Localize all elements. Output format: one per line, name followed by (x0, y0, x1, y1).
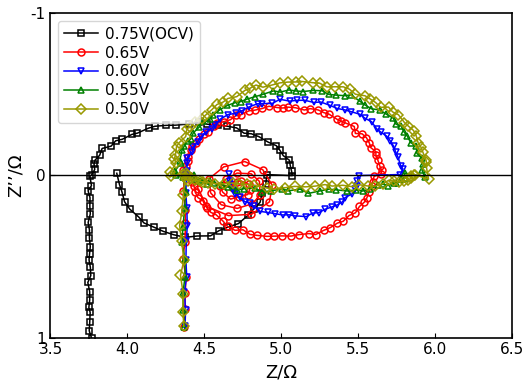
0.50V (188, 176, 194, 180)
0.55V (191, 172, 198, 177)
0.65V (195, 187, 202, 191)
0.55V (196, 125, 202, 130)
Line: 0.75V(OCV): 0.75V(OCV) (84, 118, 296, 341)
0.55V (380, 182, 386, 187)
Line: 0.60V: 0.60V (181, 96, 406, 329)
0.60V (182, 323, 188, 328)
0.65V (249, 212, 255, 217)
0.65V (233, 113, 239, 118)
0.60V (226, 172, 232, 177)
0.55V (181, 144, 187, 149)
0.60V (352, 186, 358, 191)
0.75V(OCV) (215, 123, 221, 127)
Line: 0.65V: 0.65V (179, 103, 385, 330)
0.65V (321, 228, 327, 233)
0.65V (246, 187, 253, 192)
0.55V (286, 88, 292, 92)
0.75V(OCV) (196, 120, 202, 124)
0.65V (204, 206, 210, 210)
Y-axis label: Z’’/Ω: Z’’/Ω (7, 154, 25, 197)
0.50V (298, 79, 305, 84)
0.75V(OCV) (280, 153, 287, 158)
0.65V (285, 105, 291, 109)
0.55V (393, 122, 399, 126)
0.65V (266, 104, 272, 109)
0.60V (395, 155, 401, 159)
0.75V(OCV) (97, 153, 103, 158)
0.50V (423, 165, 430, 170)
0.65V (181, 324, 187, 329)
0.50V (200, 180, 207, 184)
Line: 0.55V: 0.55V (172, 87, 428, 331)
X-axis label: Z/Ω: Z/Ω (265, 363, 297, 381)
0.50V (209, 107, 215, 112)
0.60V (355, 173, 362, 178)
0.55V (305, 191, 312, 196)
0.60V (334, 106, 340, 111)
0.75V(OCV) (114, 171, 120, 176)
0.50V (187, 125, 194, 130)
0.55V (181, 325, 187, 329)
0.60V (277, 97, 283, 102)
Line: 0.50V: 0.50V (167, 78, 432, 330)
0.50V (405, 124, 412, 128)
0.50V (181, 324, 187, 329)
0.55V (177, 161, 184, 166)
0.75V(OCV) (88, 336, 95, 340)
0.60V (398, 163, 404, 168)
0.75V(OCV) (84, 280, 91, 285)
0.50V (180, 171, 186, 176)
0.60V (251, 204, 257, 209)
Legend: 0.75V(OCV), 0.65V, 0.60V, 0.55V, 0.50V: 0.75V(OCV), 0.65V, 0.60V, 0.55V, 0.50V (58, 21, 201, 123)
0.75V(OCV) (224, 225, 230, 230)
0.75V(OCV) (287, 163, 293, 168)
